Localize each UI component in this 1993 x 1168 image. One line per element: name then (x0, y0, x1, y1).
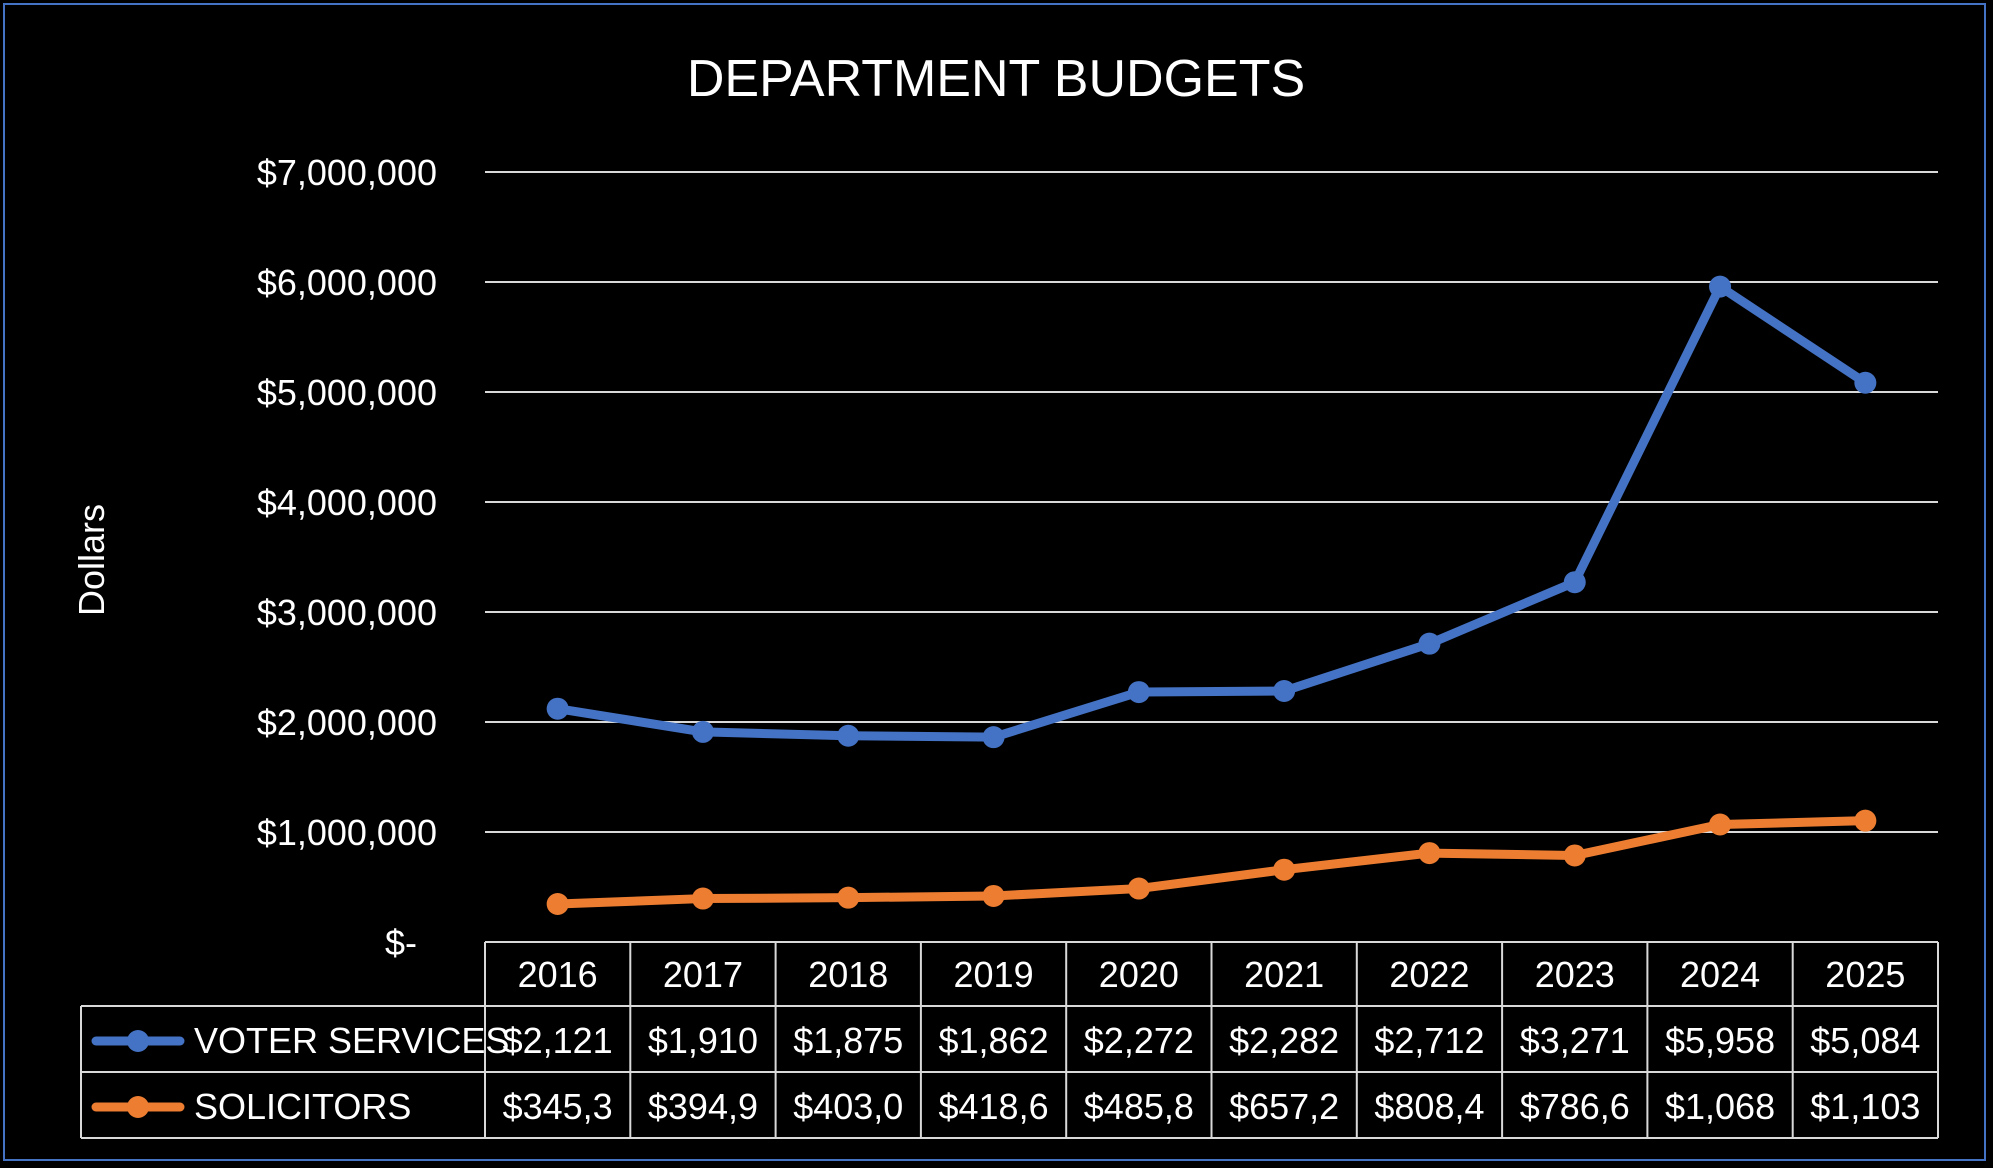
x-tick-label: 2020 (1099, 954, 1179, 995)
data-point (1273, 679, 1296, 702)
y-tick-label: $- (385, 922, 417, 963)
series-lines (553, 282, 1870, 909)
chart-frame (3, 3, 1986, 1161)
x-tick-label: 2021 (1244, 954, 1324, 995)
data-point (1854, 809, 1877, 832)
data-label: $394,9 (648, 1086, 758, 1127)
data-label: $808,4 (1374, 1086, 1484, 1127)
data-point (546, 697, 569, 720)
data-point (1709, 813, 1732, 836)
data-label: $1,910 (648, 1020, 758, 1061)
chart-title: DEPARTMENT BUDGETS (687, 50, 1305, 108)
x-tick-label: 2016 (518, 954, 598, 995)
data-point (1563, 844, 1586, 867)
legend-marker (127, 1096, 149, 1118)
x-tick-label: 2022 (1389, 954, 1469, 995)
data-point (691, 720, 714, 743)
data-label: $3,271 (1520, 1020, 1630, 1061)
data-label: $657,2 (1229, 1086, 1339, 1127)
y-tick-label: $6,000,000 (257, 262, 437, 303)
data-point (837, 886, 860, 909)
data-label: $485,8 (1084, 1086, 1194, 1127)
legend-label: SOLICITORS (194, 1086, 411, 1127)
data-label: $2,121 (503, 1020, 613, 1061)
y-tick-label: $7,000,000 (257, 152, 437, 193)
data-label: $345,3 (503, 1086, 613, 1127)
data-label: $1,103 (1810, 1086, 1920, 1127)
data-label: $786,6 (1520, 1086, 1630, 1127)
series-line (553, 282, 1870, 742)
data-point (691, 887, 714, 910)
x-tick-label: 2018 (808, 954, 888, 995)
data-point (1127, 681, 1150, 704)
y-axis-ticks: $- $1,000,000 $2,000,000 $3,000,000 $4,000,0… (257, 152, 437, 963)
data-point (837, 724, 860, 747)
x-tick-label: 2019 (954, 954, 1034, 995)
data-label: $403,0 (793, 1086, 903, 1127)
data-point (1127, 877, 1150, 900)
x-tick-label: 2024 (1680, 954, 1760, 995)
data-point (546, 893, 569, 916)
data-label: $2,282 (1229, 1020, 1339, 1061)
x-tick-label: 2023 (1535, 954, 1615, 995)
data-point (1709, 275, 1732, 298)
y-tick-label: $4,000,000 (257, 482, 437, 523)
data-point (982, 726, 1005, 749)
data-label: $418,6 (938, 1086, 1048, 1127)
data-point (982, 884, 1005, 907)
series-line (553, 816, 1870, 909)
legend-marker (127, 1030, 149, 1052)
data-point (1273, 858, 1296, 881)
data-point (1418, 842, 1441, 865)
y-tick-label: $2,000,000 (257, 702, 437, 743)
y-tick-label: $5,000,000 (257, 372, 437, 413)
data-label: $2,712 (1374, 1020, 1484, 1061)
data-label: $5,958 (1665, 1020, 1775, 1061)
series-points (546, 275, 1877, 916)
y-tick-label: $1,000,000 (257, 812, 437, 853)
data-point (1563, 571, 1586, 594)
x-tick-label: 2025 (1825, 954, 1905, 995)
data-point (1854, 371, 1877, 394)
data-label: $2,272 (1084, 1020, 1194, 1061)
data-label: $1,862 (938, 1020, 1048, 1061)
y-axis-label: Dollars (71, 504, 112, 616)
data-label: $1,068 (1665, 1086, 1775, 1127)
x-tick-label: 2017 (663, 954, 743, 995)
data-point (1418, 632, 1441, 655)
y-tick-label: $3,000,000 (257, 592, 437, 633)
legend-label: VOTER SERVICES (194, 1020, 509, 1061)
data-table: 2016 2017 2018 2019 2020 2021 2022 2023 2024 2025… (80, 941, 1939, 1139)
data-label: $1,875 (793, 1020, 903, 1061)
data-label: $5,084 (1810, 1020, 1920, 1061)
